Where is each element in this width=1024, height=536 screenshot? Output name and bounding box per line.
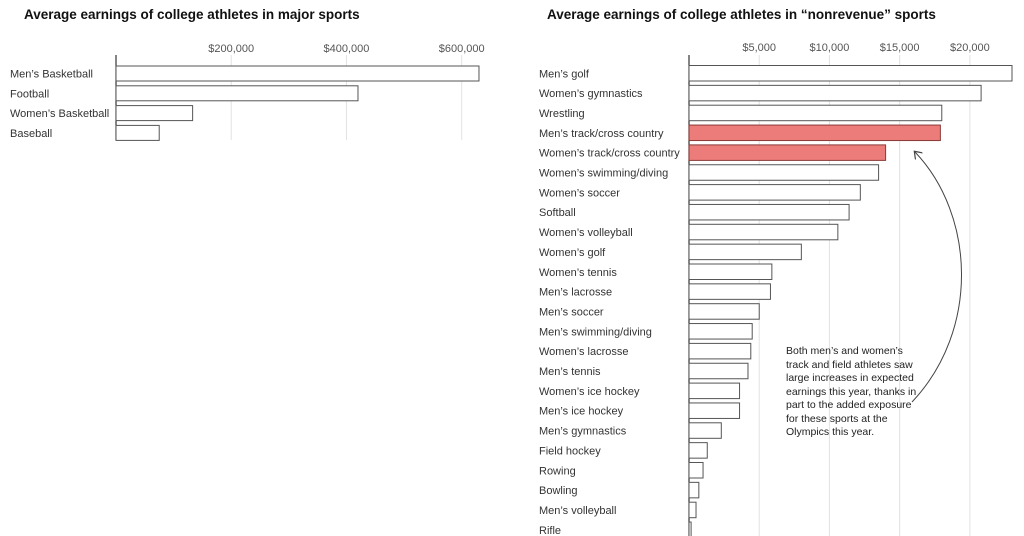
nonrevenue-bar <box>688 223 839 241</box>
nonrevenue-bar <box>688 65 1013 82</box>
nonrevenue-sports-chart: $5,000 $10,000 $15,000 $20,000 Men’s golf Wom… <box>539 42 1013 536</box>
nonrevenue-category-label: Rifle <box>539 525 561 536</box>
major-sports-chart-title: Average earnings of college athletes in … <box>24 7 360 22</box>
nonrevenue-bar <box>688 283 771 300</box>
major-category-label: Men’s Basketball <box>10 69 93 81</box>
major-category-label: Women’s Basketball <box>10 108 109 120</box>
major-tick-label: $600,000 <box>439 43 485 55</box>
nonrevenue-category-label: Women’s soccer <box>539 187 620 199</box>
nonrevenue-category-label: Bowling <box>539 485 578 497</box>
major-bar <box>115 105 194 122</box>
nonrevenue-bar <box>688 462 704 479</box>
nonrevenue-bar <box>688 342 752 360</box>
nonrevenue-category-label: Men’s golf <box>539 68 590 80</box>
nonrevenue-category-label: Men’s volleyball <box>539 505 616 517</box>
nonrevenue-bar <box>688 184 861 201</box>
nonrevenue-category-label: Women’s lacrosse <box>539 346 628 358</box>
nonrevenue-category-label: Men’s soccer <box>539 306 604 318</box>
nonrevenue-bar <box>688 124 941 142</box>
nonrevenue-bar <box>688 84 982 102</box>
nonrevenue-category-label: Softball <box>539 207 576 219</box>
nonrevenue-bar <box>688 203 850 221</box>
nonrevenue-bar <box>688 402 741 419</box>
major-category-label: Baseball <box>10 128 52 140</box>
nonrevenue-bar <box>688 263 773 280</box>
nonrevenue-bar <box>688 501 697 519</box>
nonrevenue-bar <box>688 362 749 380</box>
nonrevenue-bar <box>688 422 722 439</box>
nonrevenue-category-label: Men’s gymnastics <box>539 426 627 438</box>
nonrevenue-category-label: Men’s track/cross country <box>539 128 664 140</box>
nonrevenue-tick-label: $10,000 <box>810 42 850 54</box>
nonrevenue-category-label: Women’s tennis <box>539 267 617 279</box>
nonrevenue-category-label: Wrestling <box>539 108 585 120</box>
nonrevenue-category-label: Women’s golf <box>539 247 606 259</box>
nonrevenue-bar <box>688 243 802 261</box>
nonrevenue-bar <box>688 303 760 320</box>
nonrevenue-category-label: Men’s ice hockey <box>539 406 624 418</box>
nonrevenue-bar <box>688 382 741 400</box>
nonrevenue-category-label: Women’s gymnastics <box>539 88 643 100</box>
nonrevenue-category-label: Rowing <box>539 465 576 477</box>
nonrevenue-category-label: Men’s lacrosse <box>539 287 612 299</box>
nonrevenue-bar <box>688 521 692 536</box>
nonrevenue-category-label: Women’s swimming/diving <box>539 168 668 180</box>
nonrevenue-bar <box>688 481 700 499</box>
major-sports-chart: $200,000 $400,000 $600,000 Men’s Basketball… <box>10 43 485 141</box>
nonrevenue-category-label: Women’s track/cross country <box>539 148 680 160</box>
major-tick-label: $400,000 <box>324 43 370 55</box>
annotation-text: Both men’s and women’s track and field a… <box>786 345 917 438</box>
annotation-arrow <box>911 152 962 403</box>
nonrevenue-category-label: Men’s swimming/diving <box>539 326 652 338</box>
nonrevenue-category-label: Women’s volleyball <box>539 227 633 239</box>
nonrevenue-category-label: Field hockey <box>539 445 601 457</box>
major-tick-label: $200,000 <box>208 43 254 55</box>
major-bar <box>115 65 480 82</box>
major-bar <box>115 85 359 102</box>
major-bar <box>115 124 160 141</box>
nonrevenue-bar <box>688 164 880 181</box>
nonrevenue-bar <box>688 104 943 122</box>
nonrevenue-tick-label: $20,000 <box>950 42 990 54</box>
nonrevenue-category-label: Men’s tennis <box>539 366 601 378</box>
nonrevenue-tick-label: $15,000 <box>880 42 920 54</box>
nonrevenue-tick-label: $5,000 <box>742 42 776 54</box>
nonrevenue-bar <box>688 442 708 459</box>
major-category-label: Football <box>10 88 49 100</box>
nonrevenue-sports-chart-title: Average earnings of college athletes in … <box>547 7 936 22</box>
nonrevenue-bar <box>688 323 753 340</box>
nonrevenue-bar <box>688 144 887 161</box>
nonrevenue-category-label: Women’s ice hockey <box>539 386 640 398</box>
